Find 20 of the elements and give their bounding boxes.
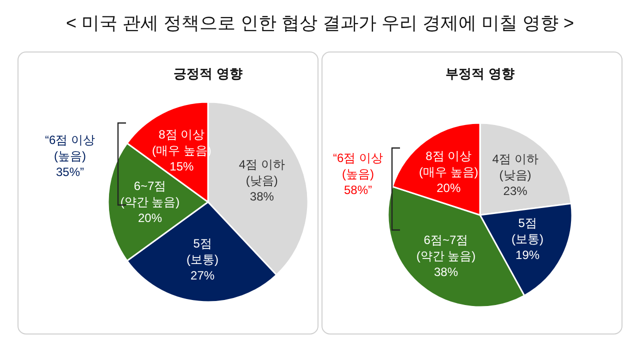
- data-label: 19%: [516, 248, 540, 262]
- text: “6점 이상 (높음) 35%”: [44, 133, 96, 179]
- slice-label: 5점 (보통): [186, 236, 219, 267]
- slice-label: 6~7점 (약간 높음): [120, 179, 180, 209]
- text: “6점 이상 (높음) 58%”: [332, 151, 384, 197]
- data-label: 20%: [138, 211, 162, 225]
- slice-label: 8점 이상 (매우 높음): [418, 148, 478, 179]
- data-label: 38%: [250, 190, 274, 204]
- text: < 미국 관세 정책으로 인한 협상 결과가 우리 경제에 미칠 영향 >: [66, 13, 574, 33]
- data-label: 38%: [434, 265, 458, 280]
- data-label: 27%: [190, 268, 215, 283]
- slice-label: 4점 이하 (낮음): [492, 152, 538, 182]
- chart-title: 긍정적 영향: [174, 66, 242, 81]
- data-label: 23%: [503, 184, 528, 198]
- chart-title: 부정적 영향: [446, 66, 514, 81]
- data-label: 20%: [436, 180, 461, 195]
- data-label: 15%: [170, 159, 194, 174]
- slice-label: 5점 (보통): [512, 216, 544, 246]
- slice-label: 4점 이하 (낮음): [238, 158, 285, 188]
- slice-label: 6점~7점 (약간 높음): [416, 233, 476, 264]
